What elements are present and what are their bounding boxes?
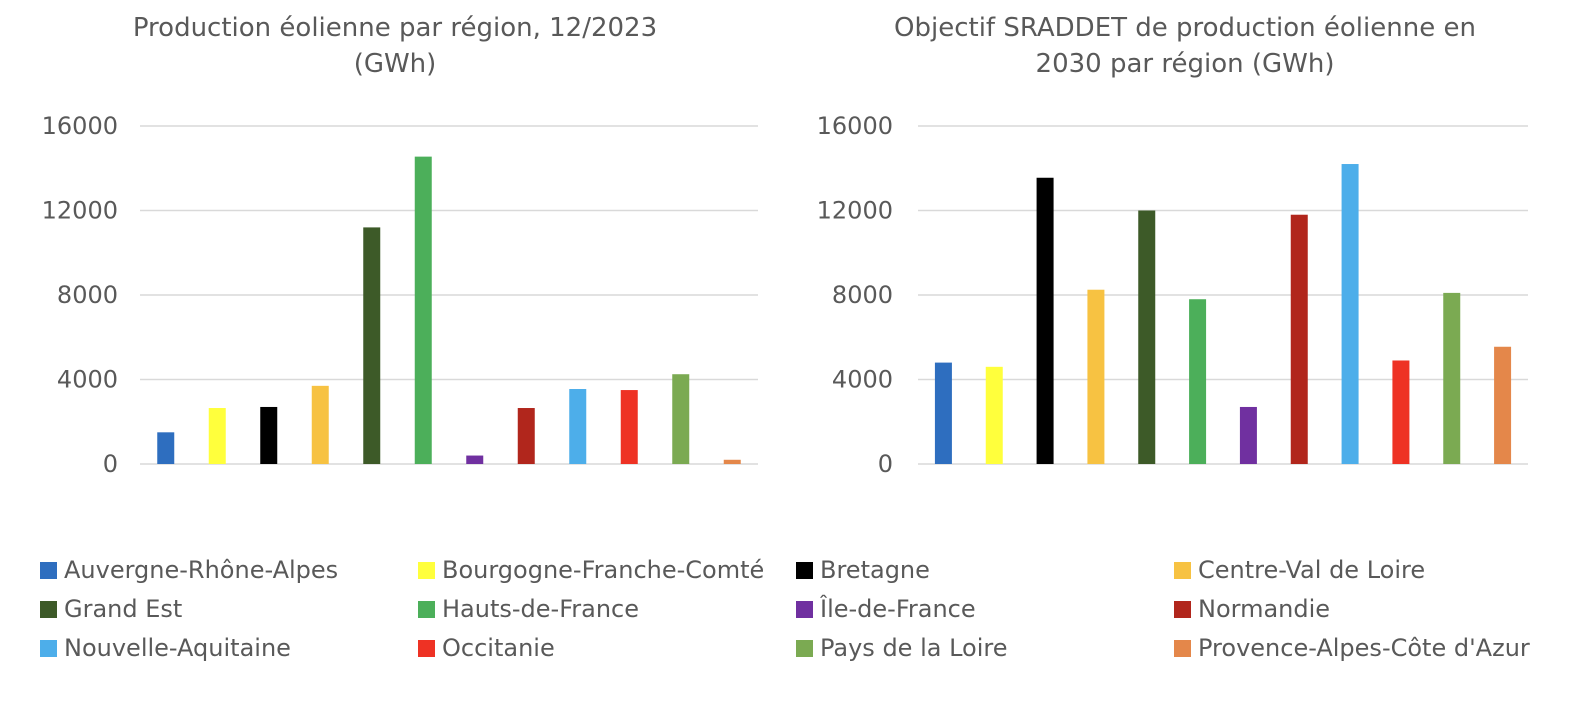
legend-swatch bbox=[1174, 561, 1191, 579]
legend-label: Occitanie bbox=[442, 634, 555, 662]
bar bbox=[260, 406, 278, 464]
y-tick-label: 8000 bbox=[832, 281, 893, 309]
legend-label: Nouvelle-Aquitaine bbox=[64, 634, 291, 662]
legend-item: Nouvelle-Aquitaine bbox=[40, 630, 291, 666]
bar bbox=[1494, 346, 1512, 464]
bar bbox=[985, 366, 1003, 464]
y-tick-label: 12000 bbox=[42, 197, 118, 225]
legend-swatch bbox=[40, 600, 57, 618]
legend-item: Île-de-France bbox=[796, 591, 976, 627]
chart-title: Production éolienne par région, 12/2023 … bbox=[0, 10, 790, 82]
legend-item: Bretagne bbox=[796, 552, 930, 588]
bar bbox=[569, 389, 587, 464]
legend-swatch bbox=[796, 639, 813, 657]
y-tick-label: 8000 bbox=[57, 281, 118, 309]
legend-item: Occitanie bbox=[418, 630, 555, 666]
y-tick-label: 0 bbox=[103, 450, 118, 478]
y-tick-label: 16000 bbox=[817, 112, 893, 140]
legend-swatch bbox=[418, 639, 435, 657]
y-tick-label: 4000 bbox=[832, 366, 893, 394]
legend-label: Auvergne-Rhône-Alpes bbox=[64, 556, 339, 584]
chart-plot-area: 0 4000 8000 12000 16000 bbox=[42, 112, 758, 478]
bar bbox=[1087, 289, 1105, 464]
legend-swatch bbox=[796, 600, 813, 618]
legend-label: Hauts-de-France bbox=[442, 595, 640, 623]
legend-label: Normandie bbox=[1198, 595, 1331, 623]
bar bbox=[1341, 164, 1359, 464]
bar bbox=[466, 455, 484, 464]
legend-label: Grand Est bbox=[64, 595, 183, 623]
y-tick-label: 0 bbox=[878, 450, 893, 478]
legend-label: Bourgogne-Franche-Comté bbox=[442, 556, 765, 584]
chart-legend: Auvergne-Rhône-Alpes Bourgogne-Franche-Co… bbox=[0, 548, 1582, 678]
legend-item: Grand Est bbox=[40, 591, 182, 627]
legend-swatch bbox=[418, 561, 435, 579]
chart-title-line-2: (GWh) bbox=[353, 49, 437, 79]
bar bbox=[208, 408, 226, 464]
bar bbox=[1443, 292, 1461, 464]
chart-objective-2030: Objectif SRADDET de production éolienne … bbox=[790, 0, 1580, 500]
chart-plot-area: 0 4000 8000 12000 16000 bbox=[817, 112, 1528, 478]
chart-title-line-1: Objectif SRADDET de production éolienne … bbox=[894, 13, 1476, 43]
legend-swatch bbox=[40, 639, 57, 657]
chart-title-line-2: 2030 par région (GWh) bbox=[1035, 49, 1335, 79]
bar bbox=[1290, 214, 1308, 464]
legend-label: Bretagne bbox=[820, 556, 930, 584]
legend-item: Centre-Val de Loire bbox=[1174, 552, 1425, 588]
bar bbox=[672, 374, 690, 464]
legend-item: Provence-Alpes-Côte d'Azur bbox=[1174, 630, 1530, 666]
legend-item: Pays de la Loire bbox=[796, 630, 1007, 666]
bar bbox=[311, 385, 329, 464]
legend-item: Hauts-de-France bbox=[418, 591, 639, 627]
bar bbox=[414, 156, 432, 464]
chart-title-line-1: Production éolienne par région, 12/2023 bbox=[132, 13, 658, 43]
legend-swatch bbox=[1174, 639, 1191, 657]
bar bbox=[517, 408, 535, 464]
y-tick-label: 16000 bbox=[42, 112, 118, 140]
legend-swatch bbox=[796, 561, 813, 579]
bar bbox=[934, 362, 952, 464]
bar bbox=[1392, 360, 1410, 464]
chart-title: Objectif SRADDET de production éolienne … bbox=[790, 10, 1580, 82]
chart-production-2023: Production éolienne par région, 12/2023 … bbox=[0, 0, 790, 500]
legend-label: Provence-Alpes-Côte d'Azur bbox=[1198, 634, 1530, 662]
bar bbox=[157, 432, 175, 464]
legend-label: Centre-Val de Loire bbox=[1198, 556, 1426, 584]
bar bbox=[723, 459, 741, 464]
bar bbox=[620, 390, 638, 464]
legend-swatch bbox=[1174, 600, 1191, 618]
legend-item: Bourgogne-Franche-Comté bbox=[418, 552, 764, 588]
bar bbox=[1036, 177, 1054, 464]
legend-swatch bbox=[40, 561, 57, 579]
legend-label: Pays de la Loire bbox=[820, 634, 1008, 662]
bar bbox=[1189, 299, 1207, 464]
bar bbox=[1138, 210, 1156, 464]
legend-swatch bbox=[418, 600, 435, 618]
legend-item: Normandie bbox=[1174, 591, 1330, 627]
legend-label: Île-de-France bbox=[820, 595, 976, 623]
bar bbox=[1239, 406, 1257, 464]
bar bbox=[363, 227, 381, 464]
y-tick-label: 4000 bbox=[57, 366, 118, 394]
y-tick-label: 12000 bbox=[817, 197, 893, 225]
legend-item: Auvergne-Rhône-Alpes bbox=[40, 552, 338, 588]
